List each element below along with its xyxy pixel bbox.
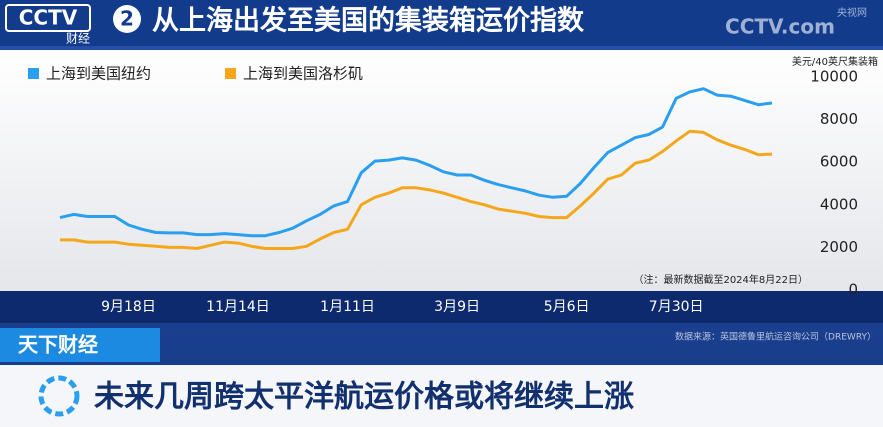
legend-swatch [225, 68, 236, 79]
channel-badge [113, 5, 141, 33]
x-tick-label: 7月30日 [649, 299, 704, 315]
legend-label: 上海到美国纽约 [46, 65, 151, 83]
x-tick-label: 11月14日 [206, 299, 270, 315]
source: 数据来源：英国德鲁里航运咨询公司（DREWRY） [675, 331, 876, 343]
y-tick-label: 10000 [810, 68, 858, 86]
logo-box [5, 4, 91, 32]
y-tick-label: 2000 [820, 238, 858, 256]
note: （注：最新数据截至2024年8月22日） [633, 273, 808, 286]
series-line [60, 129, 773, 250]
program: 天下财经 [18, 333, 98, 357]
channel: 2 [120, 7, 134, 31]
logo: CCTV [19, 6, 78, 30]
watermark: CCTV.com [725, 15, 835, 39]
y-tick-label: 6000 [820, 153, 858, 171]
x-tick-label: 5月6日 [544, 299, 590, 315]
watermark-sub: 央视网 [837, 6, 867, 19]
series-line [59, 87, 773, 238]
y-tick-label: 0 [848, 281, 858, 299]
x-tick-label: 9月18日 [101, 299, 156, 315]
title: 从上海出发至美国的集装箱运价指数 [152, 5, 585, 37]
headline-bar [0, 365, 883, 427]
y-tick-label: 4000 [820, 195, 858, 213]
channel-name: 财经 [66, 32, 90, 46]
x-tick-label: 1月11日 [320, 299, 375, 315]
x-tick-label: 3月9日 [434, 299, 480, 315]
headline-icon [38, 375, 80, 417]
title-bar [0, 0, 883, 46]
y-axis-label: 美元/40英尺集装箱 [792, 55, 878, 68]
program-tag [0, 328, 160, 362]
legend-label: 上海到美国洛杉矶 [243, 65, 363, 83]
y-tick-label: 8000 [820, 110, 858, 128]
x-axis-bar [0, 291, 883, 323]
headline: 未来几周跨太平洋航运价格或将继续上涨 [94, 380, 634, 415]
legend-swatch [28, 68, 39, 79]
